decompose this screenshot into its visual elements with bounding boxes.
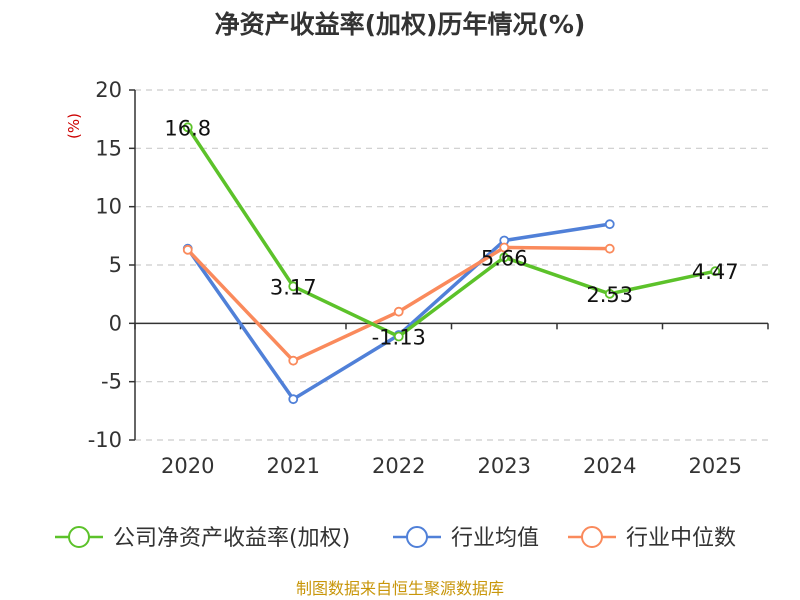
data-point	[710, 266, 721, 277]
legend-label: 行业均值	[451, 526, 539, 551]
x-tick-label: 2025	[689, 454, 742, 478]
x-tick-label: 2021	[267, 454, 320, 478]
y-tick-label: -10	[88, 428, 122, 452]
data-label: 2.53	[586, 283, 633, 307]
y-tick-label: 0	[109, 311, 122, 335]
data-label: 5.66	[481, 246, 528, 270]
data-point	[499, 252, 510, 263]
data-point	[393, 306, 404, 317]
grid-lines	[135, 89, 768, 441]
data-labels: 16.8 3.17 -1.13 5.66 2.53 4.47	[164, 116, 738, 349]
legend-marker	[406, 526, 428, 548]
y-tick-labels: 20 15 10 5 0 -5 -10	[88, 78, 122, 452]
x-tick-label: 2023	[478, 454, 531, 478]
y-tick-label: -5	[101, 370, 122, 394]
source-note: 制图数据来自恒生聚源数据库	[296, 579, 504, 598]
data-point	[182, 244, 193, 255]
data-point	[182, 122, 193, 133]
data-point	[499, 242, 510, 253]
x-tick-label: 2020	[161, 454, 214, 478]
x-tick-label: 2022	[372, 454, 425, 478]
y-axis-unit: (%)	[65, 113, 83, 139]
data-point	[604, 288, 615, 299]
legend-marker	[68, 526, 90, 548]
y-tick-label: 10	[95, 195, 122, 219]
y-tick-label: 20	[95, 78, 122, 102]
data-label: -1.13	[372, 326, 426, 350]
series-lines	[182, 122, 721, 405]
legend-marker	[581, 526, 603, 548]
data-point	[604, 219, 615, 230]
legend: 公司净资产收益率(加权) 行业均值 行业中位数	[55, 526, 736, 551]
data-label: 3.17	[270, 275, 317, 299]
x-tick-labels: 2020 2021 2022 2023 2024 2025	[161, 454, 742, 478]
data-point	[604, 243, 615, 254]
x-tick-label: 2024	[583, 454, 636, 478]
y-tick-label: 15	[95, 136, 122, 160]
data-label: 16.8	[164, 116, 211, 140]
series-line	[186, 126, 716, 339]
chart-title: 净资产收益率(加权)历年情况(%)	[215, 10, 586, 39]
data-point	[288, 355, 299, 366]
legend-label: 公司净资产收益率(加权)	[113, 526, 350, 551]
legend-label: 行业中位数	[626, 526, 736, 551]
data-label: 4.47	[692, 260, 739, 284]
data-point	[393, 331, 404, 342]
y-tick-label: 5	[109, 253, 122, 277]
data-point	[288, 281, 299, 292]
data-point	[288, 394, 299, 405]
